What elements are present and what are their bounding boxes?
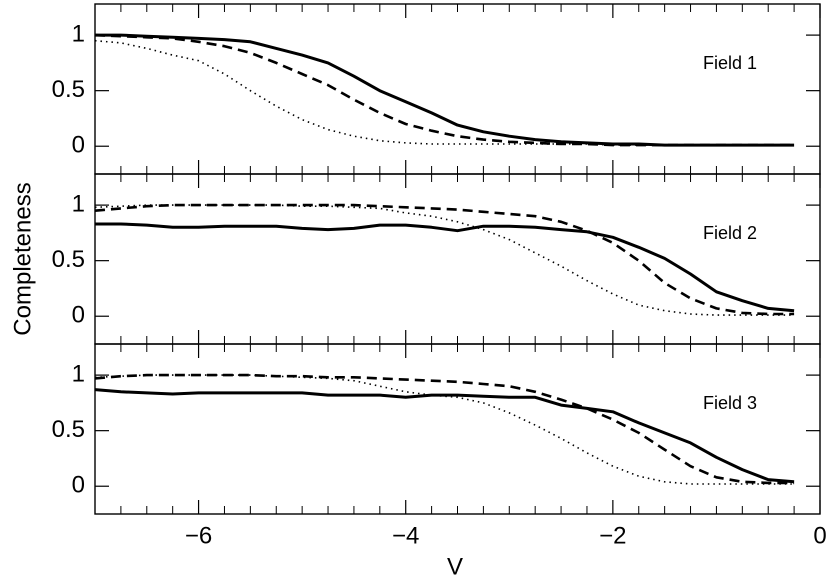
series-line [94, 388, 795, 484]
x-tick-label: −4 [392, 522, 419, 549]
series-line [94, 204, 795, 316]
y-tick-label: 0 [72, 302, 85, 329]
panel-annotation: Field 2 [703, 223, 757, 243]
x-axis-label: V [447, 553, 463, 580]
series-line [94, 374, 795, 485]
y-tick-label: 0.5 [52, 246, 85, 273]
panel-annotation: Field 3 [703, 393, 757, 413]
x-tick-label: 0 [813, 522, 826, 549]
y-tick-label: 1 [72, 20, 85, 47]
y-tick-label: 0.5 [52, 416, 85, 443]
series-line [95, 222, 795, 313]
y-tick-label: 0.5 [52, 76, 85, 103]
x-tick-label: −6 [185, 522, 212, 549]
x-tick-label: −2 [599, 522, 626, 549]
y-axis-label: Completeness [9, 182, 36, 335]
y-tick-label: 1 [72, 190, 85, 217]
y-tick-label: 0 [72, 132, 85, 159]
series-line [94, 33, 795, 147]
panel-annotation: Field 1 [703, 53, 757, 73]
panel-frame [94, 343, 821, 515]
y-tick-label: 1 [72, 360, 85, 387]
y-tick-label: 0 [72, 472, 85, 499]
